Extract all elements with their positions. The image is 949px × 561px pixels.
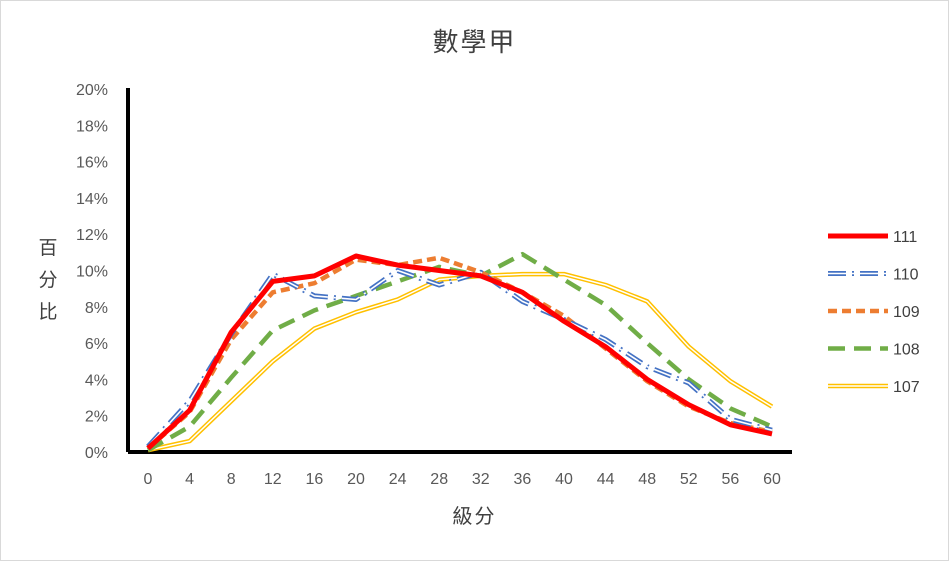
y-tick-label: 6% [85, 336, 108, 353]
series-line-111 [146, 253, 773, 451]
series-line-110 [146, 268, 773, 449]
legend-label: 111 [893, 229, 917, 246]
y-tick-label: 16% [76, 155, 108, 172]
y-tick-label: 14% [76, 191, 108, 208]
x-tick-label: 0 [144, 471, 153, 488]
legend-label: 110 [893, 267, 919, 284]
legend-label: 108 [893, 342, 920, 359]
y-tick-label: 12% [76, 227, 108, 244]
series-line-107 [147, 271, 774, 453]
y-tick-label: 8% [85, 300, 108, 317]
x-tick-label: 16 [306, 471, 324, 488]
legend-item-111: 111 [828, 229, 917, 246]
series-line-108 [146, 251, 773, 453]
x-tick-label: 44 [597, 471, 615, 488]
legend-item-110: 110 [828, 267, 919, 284]
x-tick-label: 32 [472, 471, 490, 488]
series-line-109 [146, 255, 773, 451]
x-tick-label: 40 [555, 471, 573, 488]
x-tick-label: 56 [722, 471, 740, 488]
x-tick-label: 4 [185, 471, 194, 488]
x-tick-label: 12 [264, 471, 282, 488]
x-axis-title: 級分 [452, 504, 497, 528]
y-tick-labels: 0% 2% 4% 6% 8% 10% 12% 14% 16% 18% 20% [76, 82, 108, 462]
legend: 111 110 109 108 107 [828, 229, 920, 396]
legend-label: 109 [893, 304, 920, 321]
chart-title: 數學甲 [432, 28, 517, 58]
series-layer [146, 251, 774, 453]
y-tick-label: 18% [76, 118, 108, 135]
x-tick-label: 20 [347, 471, 365, 488]
x-tick-label: 24 [389, 471, 407, 488]
y-tick-label: 10% [76, 264, 108, 281]
x-tick-label: 48 [638, 471, 656, 488]
x-tick-label: 28 [430, 471, 448, 488]
legend-item-109: 109 [828, 304, 920, 321]
legend-item-107: 107 [828, 379, 920, 396]
x-tick-label: 60 [763, 471, 781, 488]
y-tick-label: 2% [85, 409, 108, 426]
y-tick-label: 0% [85, 445, 108, 462]
y-axis-title: 百分比 [38, 237, 58, 323]
x-tick-label: 52 [680, 471, 698, 488]
legend-item-108: 108 [828, 342, 920, 359]
legend-label: 107 [893, 379, 920, 396]
x-tick-label: 36 [514, 471, 532, 488]
y-tick-label: 20% [76, 82, 108, 99]
x-tick-label: 8 [227, 471, 236, 488]
x-tick-labels: 0 4 8 12 16 20 24 28 32 36 40 44 48 52 56 60 [144, 471, 781, 488]
y-tick-label: 4% [85, 372, 108, 389]
